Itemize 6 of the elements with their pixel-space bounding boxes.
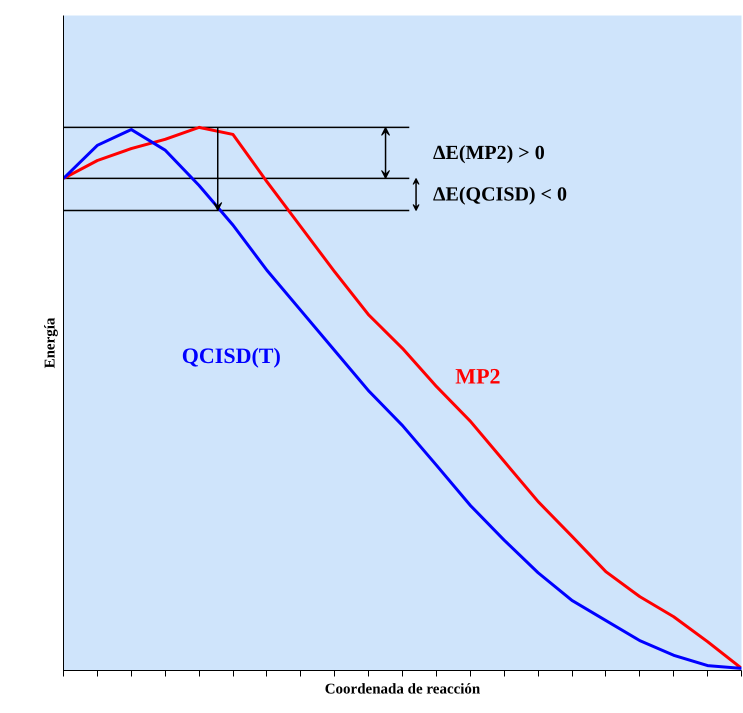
- y-axis-title: Energía: [42, 317, 58, 368]
- series-label: QCISD(T): [182, 342, 281, 368]
- x-axis-title: Coordenada de reacción: [324, 682, 481, 698]
- series-label: MP2: [455, 364, 501, 389]
- annotation: ΔE(MP2) > 0: [433, 142, 545, 164]
- annotation: ΔE(QCISD) < 0: [433, 183, 567, 206]
